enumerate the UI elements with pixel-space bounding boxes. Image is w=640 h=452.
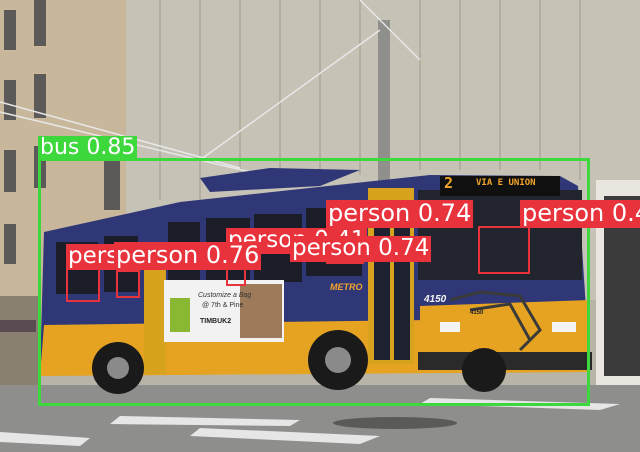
- detection-label-person: person 0.76: [114, 241, 262, 270]
- headlight-left: [440, 322, 460, 332]
- front-bumper: [418, 352, 592, 370]
- destination-route-number: 2: [444, 174, 454, 192]
- side-ad-subline: @ 7th & Pine: [202, 302, 244, 309]
- bus-wheels: [92, 330, 506, 394]
- operator-logo: METRO: [330, 282, 363, 292]
- ad-bag: [170, 298, 190, 332]
- awning: [0, 320, 36, 332]
- rear-door: [144, 254, 166, 374]
- building-texture: [159, 0, 581, 200]
- utility-pole: [378, 20, 390, 190]
- detection-label-person: person 0.4: [520, 200, 640, 228]
- left-building-windows: [4, 0, 120, 264]
- detection-label-person: person 0.74: [326, 199, 474, 228]
- headlight-right: [552, 322, 576, 332]
- left-storefront: [0, 296, 40, 396]
- side-fleet-number: 4150: [470, 310, 484, 316]
- front-fleet-number: 4150: [424, 294, 447, 305]
- side-ad-headline: Customize a Bag: [198, 292, 252, 299]
- detection-label-bus: bus 0.85: [38, 135, 138, 160]
- person-box: [226, 268, 246, 286]
- bike-rack: [449, 290, 542, 352]
- person-box: [478, 226, 530, 274]
- bus-front-yellow: [420, 300, 590, 350]
- ad-photo: [240, 284, 282, 338]
- manhole: [333, 417, 457, 429]
- roof-equipment: [200, 168, 360, 192]
- detection-label-person: person 0.74: [290, 235, 432, 262]
- person-box: [66, 268, 100, 302]
- bus-box: [38, 158, 590, 406]
- side-ad-brand: TIMBUK2: [200, 318, 232, 325]
- destination-sign: [440, 176, 560, 196]
- person-box: [116, 270, 140, 298]
- destination-text: VIA E UNION: [476, 178, 536, 188]
